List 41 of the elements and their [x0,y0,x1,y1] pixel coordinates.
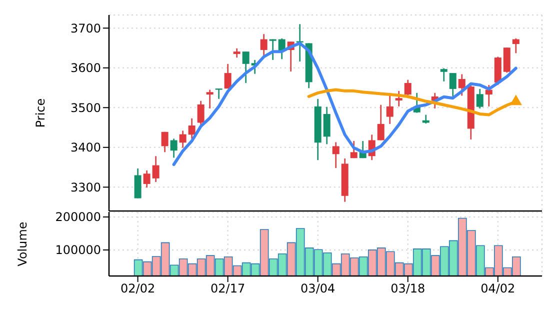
x-tick-label: 03/18 [390,282,426,296]
candlestick [170,138,178,158]
y-tick-label: 3300 [70,180,101,194]
candlestick [485,84,492,108]
y-tick-label: 100000 [55,243,101,258]
y-tick-label: 200000 [55,210,101,224]
candlestick [134,168,142,199]
y-tick-label: 3500 [70,100,101,115]
y-axis-title: Volume [15,222,30,266]
candlestick [458,74,466,96]
candlestick [179,130,186,148]
x-tick-label: 03/04 [300,282,336,296]
candlestick [242,50,250,84]
candlestick [512,38,520,54]
candlestick [440,68,448,82]
candlestick [233,48,240,58]
candlestick [350,140,358,159]
candlestick [260,33,268,56]
candlestick [377,104,384,141]
candlestick [323,106,330,145]
candlestick [152,155,160,183]
candlestick [449,72,456,98]
x-tick-label: 04/02 [480,282,516,296]
line-series [172,42,518,166]
candlestick [161,131,168,153]
candlestick [269,38,276,61]
candlestick [188,118,196,140]
candlestick [332,142,340,169]
candlestick [395,90,402,108]
candlestick [143,170,150,188]
x-tick-label: 02/02 [120,282,156,296]
candlestick [206,89,214,110]
y-axis-title: Price [33,98,48,128]
candlestick [197,100,204,128]
y-tick-label: 3700 [70,21,101,36]
y-tick-label: 3400 [70,140,101,155]
candlestick [224,63,232,90]
candlestick [476,88,484,110]
candlestick [296,23,304,62]
x-tick-label: 02/17 [210,282,246,296]
y-tick-label: 3600 [70,61,101,76]
